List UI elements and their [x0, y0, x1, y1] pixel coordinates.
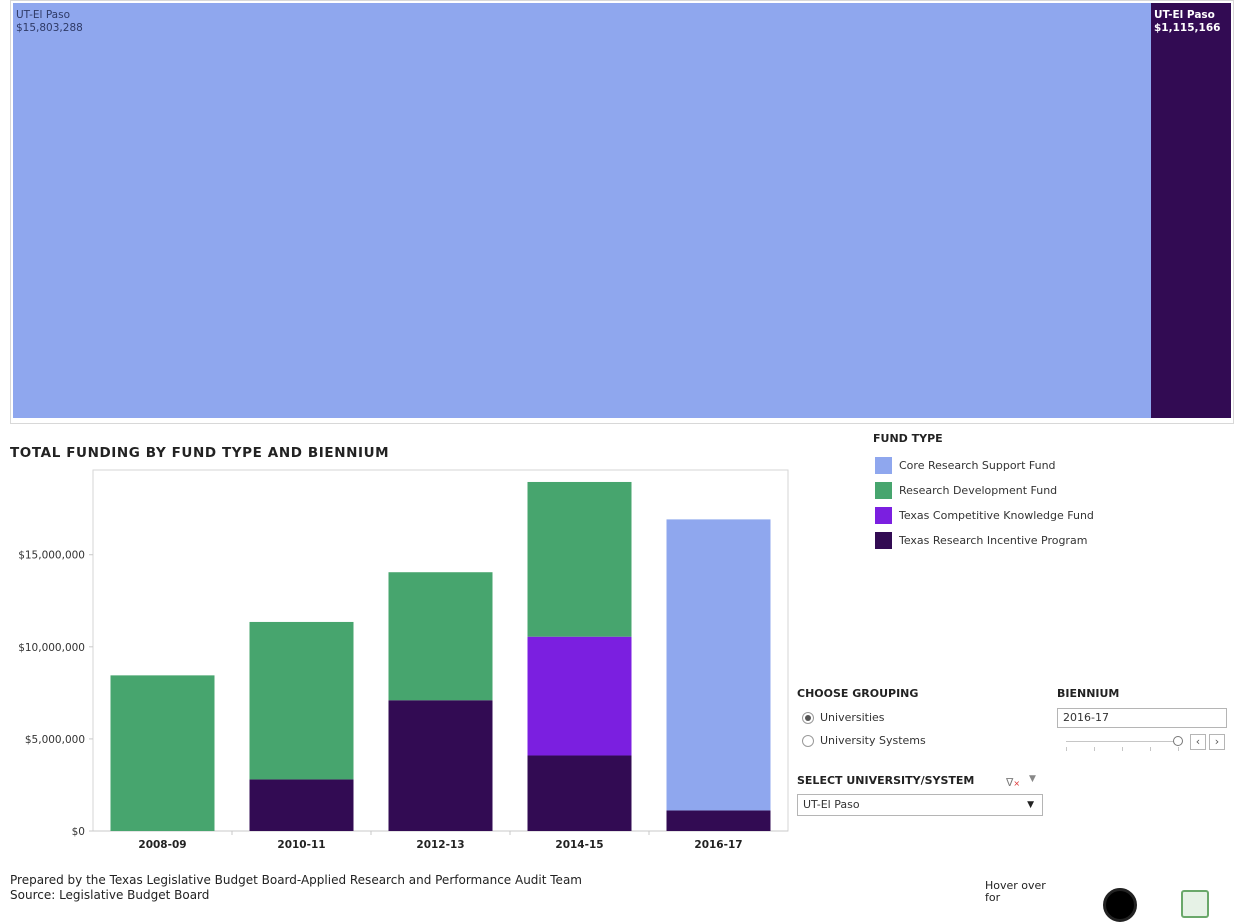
- legend-item-texas-competitive-knowledge[interactable]: Texas Competitive Knowledge Fund: [875, 506, 1094, 524]
- slider-tick: [1178, 747, 1179, 751]
- chevron-right-icon[interactable]: ›: [1209, 734, 1225, 750]
- y-tick-label: $0: [72, 826, 85, 838]
- legend-swatch: [875, 456, 892, 474]
- radio-label: Universities: [820, 711, 885, 724]
- chart-title: TOTAL FUNDING BY FUND TYPE AND BIENNIUM: [10, 445, 390, 461]
- bar-segment[interactable]: [388, 700, 493, 831]
- bar-segment[interactable]: [666, 519, 771, 811]
- radio-universities[interactable]: Universities: [802, 711, 885, 724]
- bar-segment[interactable]: [110, 675, 215, 831]
- y-tick-label: $10,000,000: [18, 642, 85, 654]
- slider-tick: [1066, 747, 1067, 751]
- legend-item-core-research-support[interactable]: Core Research Support Fund: [875, 456, 1056, 474]
- bar-segment[interactable]: [388, 572, 493, 701]
- biennium-input[interactable]: 2016-17: [1057, 708, 1227, 728]
- bar-segment[interactable]: [527, 755, 632, 831]
- legend-item-research-development[interactable]: Research Development Fund: [875, 481, 1057, 499]
- legend-item-texas-research-incentive[interactable]: Texas Research Incentive Program: [875, 531, 1087, 549]
- slider-tick: [1094, 747, 1095, 751]
- university-select[interactable]: UT-El Paso ▼: [797, 794, 1043, 816]
- x-tick-label: 2008-09: [138, 839, 186, 851]
- university-select-value: UT-El Paso: [803, 798, 860, 811]
- radio-button-icon: [802, 734, 814, 747]
- legend-swatch: [875, 506, 892, 524]
- treemap-block-core-research-support[interactable]: UT-El Paso $15,803,288: [13, 3, 1151, 418]
- bar-segment[interactable]: [666, 810, 771, 831]
- source-text: Source: Legislative Budget Board: [10, 888, 210, 902]
- slider-tick: [1122, 747, 1123, 751]
- radio-label: University Systems: [820, 734, 926, 747]
- bar-segment[interactable]: [249, 621, 354, 780]
- prepared-by-text: Prepared by the Texas Legislative Budget…: [10, 873, 582, 887]
- select-university-title: SELECT UNIVERSITY/SYSTEM: [797, 774, 975, 787]
- stacked-bar-chart: $0 $5,000,000 $10,000,000 $15,000,000 2008-0…: [18, 469, 789, 851]
- x-tick-label: 2010-11: [277, 839, 325, 851]
- x-tick-label: 2012-13: [416, 839, 464, 851]
- radio-university-systems[interactable]: University Systems: [802, 734, 926, 747]
- excel-icon[interactable]: [1181, 890, 1209, 918]
- biennium-slider-thumb[interactable]: [1173, 736, 1183, 746]
- record-icon[interactable]: [1103, 888, 1137, 922]
- filter-menu-icon[interactable]: ▼: [1029, 774, 1036, 784]
- legend-label: Research Development Fund: [899, 483, 1058, 497]
- y-tick-label: $5,000,000: [25, 734, 85, 746]
- x-tick-label: 2016-17: [694, 839, 742, 851]
- biennium-title: BIENNIUM: [1057, 687, 1120, 700]
- legend-title: FUND TYPE: [873, 432, 943, 445]
- chevron-down-icon: ▼: [1027, 800, 1034, 810]
- y-tick-label: $15,000,000: [18, 550, 85, 562]
- radio-button-icon: [802, 711, 814, 724]
- bar-segment[interactable]: [249, 779, 354, 831]
- hover-hint-text: Hover over for: [985, 879, 1046, 904]
- clear-filter-icon[interactable]: ∇×: [1006, 776, 1021, 789]
- treemap-block-texas-research-incentive[interactable]: UT-El Paso $1,115,166: [1151, 3, 1231, 418]
- legend-label: Core Research Support Fund: [899, 458, 1056, 472]
- bar-segment[interactable]: [527, 636, 632, 756]
- grouping-title: CHOOSE GROUPING: [797, 687, 919, 700]
- legend-swatch: [875, 481, 892, 499]
- legend-swatch: [875, 531, 892, 549]
- treemap-block-label: UT-El Paso $15,803,288: [16, 9, 83, 34]
- slider-tick: [1150, 747, 1151, 751]
- x-tick-label: 2014-15: [555, 839, 603, 851]
- treemap: UT-El Paso $15,803,288 UT-El Paso $1,115…: [10, 0, 1234, 424]
- treemap-block-label: UT-El Paso $1,115,166: [1154, 9, 1221, 34]
- legend-label: Texas Competitive Knowledge Fund: [899, 508, 1094, 522]
- bar-segment[interactable]: [527, 481, 632, 637]
- biennium-slider-track[interactable]: [1066, 741, 1178, 742]
- legend-label: Texas Research Incentive Program: [899, 533, 1088, 547]
- chevron-left-icon[interactable]: ‹: [1190, 734, 1206, 750]
